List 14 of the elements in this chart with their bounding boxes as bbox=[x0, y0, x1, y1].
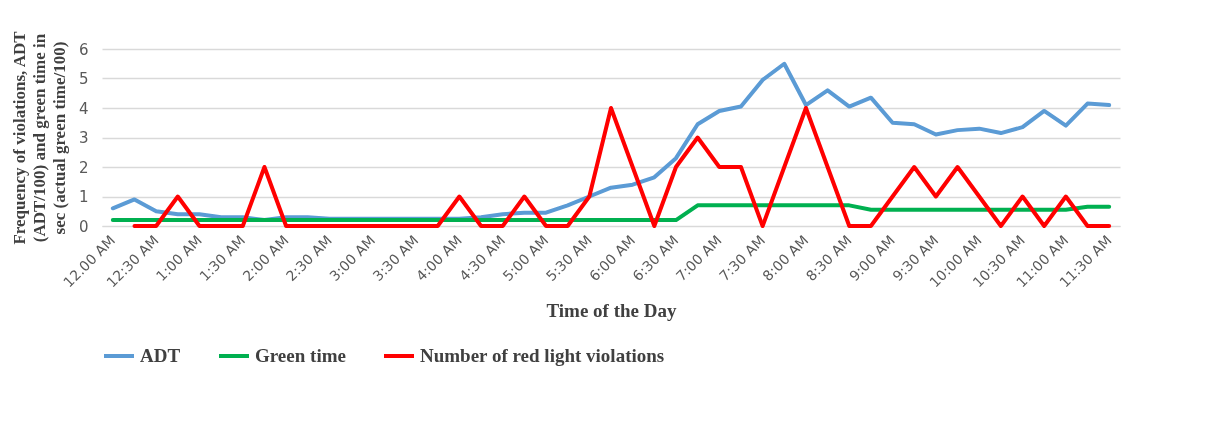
legend-label: Green time bbox=[255, 345, 346, 366]
y-tick-label: 5 bbox=[78, 70, 89, 88]
y-tick-label: 4 bbox=[78, 99, 89, 118]
y-axis-title: Frequency of violations, ADT (ADT/100) and green time in sec (actual green time/100) bbox=[9, 30, 69, 245]
y-tick-label: 3 bbox=[78, 129, 89, 147]
y-tick-label: 0 bbox=[78, 217, 89, 236]
line-series bbox=[132, 106, 1112, 228]
legend-label: ADT bbox=[140, 345, 181, 366]
line-series bbox=[110, 203, 1112, 223]
y-tick-label: 6 bbox=[78, 40, 89, 59]
y-tick-label: 2 bbox=[78, 158, 89, 177]
legend-label: Number of red light violations bbox=[420, 345, 665, 366]
x-axis-title: Time of the Day bbox=[546, 300, 677, 322]
y-tick-label: 1 bbox=[78, 188, 89, 206]
